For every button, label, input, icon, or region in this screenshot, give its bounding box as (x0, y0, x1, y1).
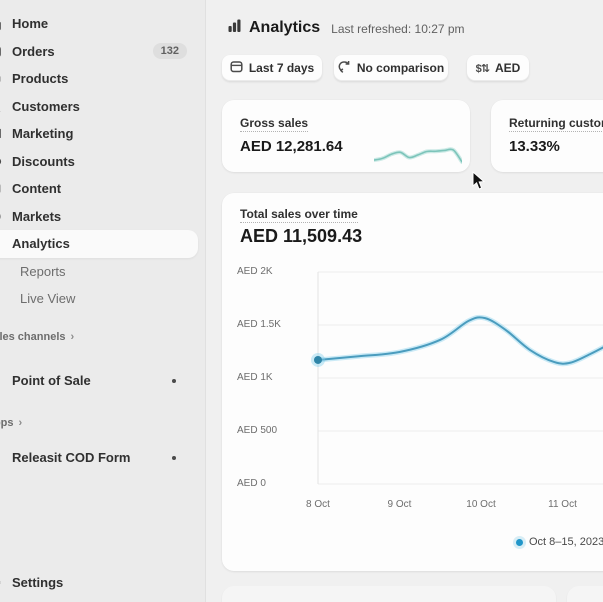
customers-icon (0, 96, 4, 116)
currency-exchange-icon: $⇅ (475, 62, 490, 75)
sidebar-item-products[interactable]: Products (0, 65, 198, 93)
next-card-left (222, 586, 556, 602)
x-tick-label: 10 Oct (466, 499, 496, 510)
sidebar-item-label: Products (12, 71, 69, 87)
analytics-bar-chart-icon (227, 18, 242, 38)
y-tick-label: AED 2K (237, 266, 273, 277)
sidebar-item-markets[interactable]: Markets (0, 203, 198, 231)
gross-sales-value: AED 12,281.64 (240, 138, 343, 155)
markets-icon (0, 206, 4, 226)
comparison-icon (338, 60, 351, 76)
total-sales-chart-card: Total sales over time AED 11,509.43 AED … (222, 193, 603, 571)
y-tick-label: AED 1K (237, 372, 273, 383)
sidebar: Home Orders 132 Products Customers (0, 0, 206, 602)
returning-customer-rate-card: Returning customer rate 13.33% (491, 100, 603, 172)
y-tick-label: AED 500 (237, 425, 278, 436)
sidebar-item-label: Discounts (12, 153, 75, 169)
chart-title[interactable]: Total sales over time (240, 207, 358, 223)
returning-customer-rate-value: 13.33% (509, 138, 560, 155)
sidebar-item-live-view[interactable]: Live View (0, 285, 198, 313)
sidebar-item-discounts[interactable]: Discounts (0, 148, 198, 176)
sidebar-item-label: Reports (20, 263, 66, 279)
sidebar-item-releasit-cod-form[interactable]: Releasit COD Form (0, 444, 198, 472)
sidebar-item-orders[interactable]: Orders 132 (0, 38, 198, 66)
sidebar-item-label: Content (12, 181, 62, 197)
apps-heading[interactable]: Apps › (0, 417, 23, 429)
content-icon (0, 179, 4, 199)
x-tick-label: 9 Oct (387, 499, 412, 510)
page-title: Analytics (249, 19, 321, 36)
gross-sales-sparkline (374, 147, 462, 164)
main-content: Analytics Last refreshed: 10:27 pm Last … (206, 0, 603, 602)
home-icon (0, 14, 4, 34)
orders-count-badge: 132 (152, 43, 187, 60)
total-sales-line-chart[interactable] (280, 263, 603, 503)
discounts-icon (0, 151, 4, 171)
sidebar-item-label: Home (12, 16, 49, 32)
sidebar-item-reports[interactable]: Reports (0, 258, 198, 286)
sidebar-item-marketing[interactable]: Marketing (0, 120, 198, 148)
notification-dot (171, 455, 176, 460)
sales-channels-heading[interactable]: Sales channels › (0, 331, 75, 343)
calendar-icon (230, 60, 243, 76)
sidebar-item-settings[interactable]: Settings (0, 569, 198, 597)
marketing-icon (0, 124, 4, 144)
orders-icon (0, 41, 4, 61)
page-header: Analytics Last refreshed: 10:27 pm (227, 17, 465, 39)
gross-sales-title[interactable]: Gross sales (240, 116, 309, 132)
sidebar-item-point-of-sale[interactable]: Point of Sale (0, 367, 198, 395)
sidebar-item-content[interactable]: Content (0, 175, 198, 203)
chevron-right-icon: › (18, 417, 23, 429)
y-tick-label: AED 1.5K (237, 319, 281, 330)
currency-button[interactable]: $⇅ AED (467, 55, 529, 81)
chart-legend: Oct 8–15, 2023 (516, 536, 603, 548)
analytics-icon (0, 234, 4, 254)
chevron-right-icon: › (70, 331, 75, 343)
sidebar-item-label: Orders (12, 43, 55, 59)
y-tick-label: AED 0 (237, 478, 266, 489)
legend-label: Oct 8–15, 2023 (529, 536, 603, 548)
legend-dot-icon (516, 538, 523, 546)
notification-dot (171, 378, 176, 383)
next-card-right (567, 586, 603, 602)
comparison-button[interactable]: No comparison (334, 55, 448, 81)
x-tick-label: 11 Oct (548, 499, 577, 510)
sidebar-item-analytics[interactable]: Analytics (0, 230, 198, 258)
sidebar-item-customers[interactable]: Customers (0, 93, 198, 121)
main-nav: Home Orders 132 Products Customers (0, 10, 205, 313)
chart-total-value: AED 11,509.43 (240, 226, 363, 246)
returning-customer-rate-title[interactable]: Returning customer rate (509, 116, 603, 132)
sidebar-item-label: Analytics (12, 236, 70, 252)
sidebar-item-home[interactable]: Home (0, 10, 198, 38)
gross-sales-card: Gross sales AED 12,281.64 (222, 100, 470, 172)
sidebar-item-label: Markets (12, 208, 62, 224)
point-of-sale-icon (0, 371, 4, 391)
releasit-app-icon (0, 448, 4, 468)
products-icon (0, 69, 4, 89)
date-range-button[interactable]: Last 7 days (222, 55, 322, 81)
x-tick-label: 8 Oct (306, 499, 330, 510)
gear-icon (0, 573, 4, 593)
sidebar-item-label: Marketing (12, 126, 74, 142)
sidebar-item-label: Customers (12, 98, 80, 114)
sidebar-item-label: Live View (20, 291, 76, 307)
last-refreshed-text: Last refreshed: 10:27 pm (331, 22, 465, 36)
